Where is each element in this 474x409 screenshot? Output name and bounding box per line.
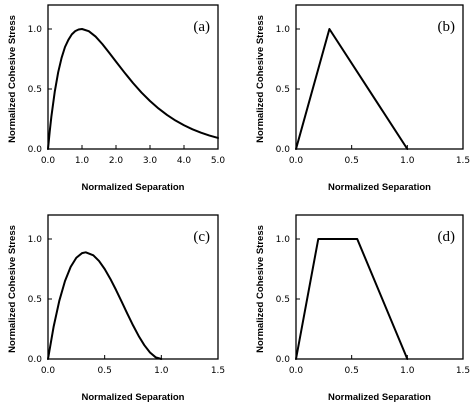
- y-axis-label: Normalized Cohesive Stress: [7, 15, 18, 143]
- y-tick-label: 1.0: [28, 25, 43, 35]
- x-tick-label: 1.0: [75, 156, 90, 166]
- series-line: [295, 238, 409, 360]
- y-axis-label: Normalized Cohesive Stress: [7, 225, 18, 353]
- y-tick-label: 0.0: [28, 355, 43, 365]
- x-tick-label: 5.0: [211, 156, 226, 166]
- panel-label: (d): [438, 229, 456, 245]
- y-tick-label: 0.5: [276, 85, 290, 95]
- x-tick-label: 0.5: [98, 366, 112, 376]
- panel-label: (a): [193, 19, 210, 35]
- x-tick-label: 3.0: [143, 156, 158, 166]
- y-tick-label: 0.5: [28, 85, 42, 95]
- y-tick-label: 0.0: [28, 145, 43, 155]
- x-tick-label: 1.0: [400, 366, 415, 376]
- series-line: [47, 251, 163, 360]
- plot-frame: [295, 4, 464, 150]
- x-axis-label: Normalized Separation: [82, 182, 185, 193]
- chart-panel: 0.0 1.0 2.0 3.0 4.0 5.0 0.0 0.5 1.0 Normalized Se…: [7, 4, 226, 193]
- panel-label: (c): [193, 229, 210, 245]
- plot-frame: [295, 214, 464, 360]
- x-tick-label: 1.5: [456, 156, 470, 166]
- y-tick-label: 0.5: [276, 295, 290, 305]
- x-tick-label: 0.0: [289, 156, 304, 166]
- x-tick-label: 0.0: [289, 366, 304, 376]
- x-axis-label: Normalized Separation: [328, 182, 431, 193]
- x-tick-label: 1.5: [456, 366, 470, 376]
- y-axis-label: Normalized Cohesive Stress: [255, 225, 266, 353]
- x-tick-label: 1.0: [400, 156, 415, 166]
- plot-frame: [47, 4, 219, 150]
- x-tick-label: 4.0: [177, 156, 192, 166]
- y-tick-label: 1.0: [276, 235, 291, 245]
- series-line: [295, 28, 409, 150]
- y-tick-label: 1.0: [276, 25, 291, 35]
- series-line: [47, 28, 219, 150]
- x-tick-label: 1.0: [154, 366, 169, 376]
- y-tick-label: 1.0: [28, 235, 43, 245]
- x-tick-label: 0.0: [41, 366, 56, 376]
- y-tick-label: 0.5: [28, 295, 42, 305]
- y-tick-label: 0.0: [276, 355, 291, 365]
- x-axis-label: Normalized Separation: [328, 392, 431, 403]
- y-axis-label: Normalized Cohesive Stress: [255, 15, 266, 143]
- x-tick-label: 0.5: [345, 366, 359, 376]
- x-tick-label: 1.5: [211, 366, 225, 376]
- chart-panel: 0.0 0.5 1.0 1.5 0.0 0.5 1.0 Normalized Separati…: [255, 214, 470, 403]
- chart-panel: 0.0 0.5 1.0 1.5 0.0 0.5 1.0 Normalized Separati…: [7, 214, 225, 403]
- x-tick-label: 2.0: [109, 156, 124, 166]
- chart-panel: 0.0 0.5 1.0 1.5 0.0 0.5 1.0 Normalized Separati…: [255, 4, 470, 193]
- plot-frame: [47, 214, 219, 360]
- y-tick-label: 0.0: [276, 145, 291, 155]
- panel-label: (b): [438, 19, 456, 35]
- x-axis-label: Normalized Separation: [82, 392, 185, 403]
- x-tick-label: 0.0: [41, 156, 56, 166]
- x-tick-label: 0.5: [345, 156, 359, 166]
